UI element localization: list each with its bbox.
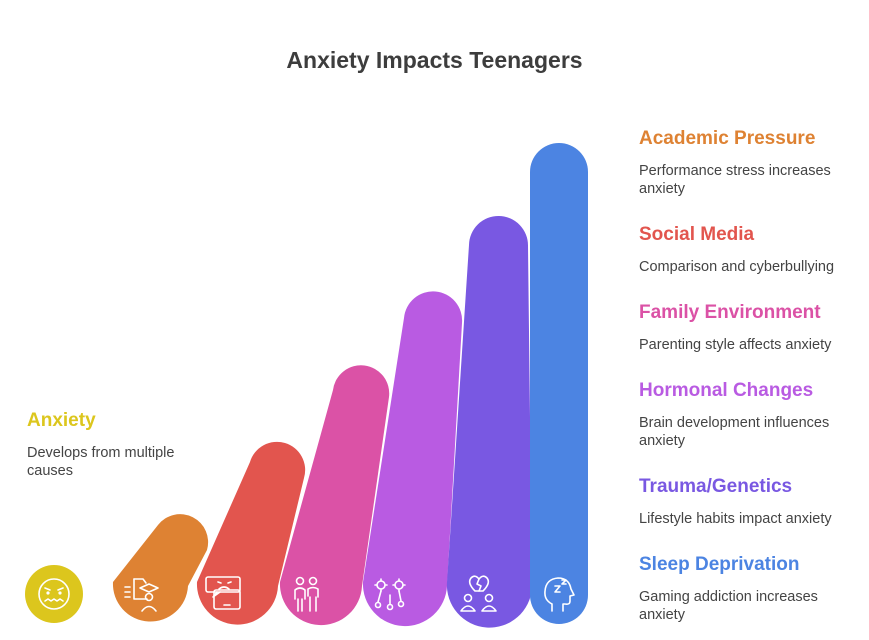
family-icon bbox=[294, 576, 319, 612]
family-environment-description: Parenting style affects anxiety bbox=[639, 337, 832, 353]
trauma-genetics-bar bbox=[446, 215, 532, 628]
academic-pressure-heading: Academic Pressure bbox=[639, 128, 816, 149]
anxiety-node bbox=[25, 565, 83, 623]
family-environment-heading: Family Environment bbox=[639, 302, 821, 323]
social-media-heading: Social Media bbox=[639, 224, 755, 245]
phone-angry-message-icon bbox=[205, 576, 241, 610]
sleep-deprivation-bar bbox=[530, 143, 588, 624]
hormonal-changes-bar bbox=[362, 291, 463, 627]
academic-pressure-bar bbox=[112, 514, 209, 622]
social-media-description: Comparison and cyberbullying bbox=[639, 259, 835, 275]
broken-heart-people-icon bbox=[460, 575, 497, 612]
sleep-deprivation-heading: Sleep Deprivation bbox=[639, 554, 800, 575]
hormonal-changes-description: Brain development influences anxiety bbox=[639, 415, 830, 449]
family-environment-bar bbox=[279, 365, 390, 626]
social-media-bar bbox=[196, 441, 306, 625]
graduate-document-icon bbox=[124, 578, 159, 612]
anxious-face-icon bbox=[38, 578, 70, 610]
anxiety-description: Develops from multiple causes bbox=[27, 445, 175, 479]
academic-pressure-description: Performance stress increases anxiety bbox=[639, 163, 831, 197]
sleep-deprivation-description: Gaming addiction increases anxiety bbox=[639, 589, 818, 623]
sleep-head-icon bbox=[544, 577, 575, 612]
anxiety-heading: Anxiety bbox=[27, 410, 96, 431]
neurons-icon bbox=[374, 578, 406, 611]
page-title: Anxiety Impacts Teenagers bbox=[286, 47, 583, 73]
trauma-genetics-heading: Trauma/Genetics bbox=[639, 476, 793, 497]
hormonal-changes-heading: Hormonal Changes bbox=[639, 380, 814, 401]
trauma-genetics-description: Lifestyle habits impact anxiety bbox=[639, 511, 832, 527]
